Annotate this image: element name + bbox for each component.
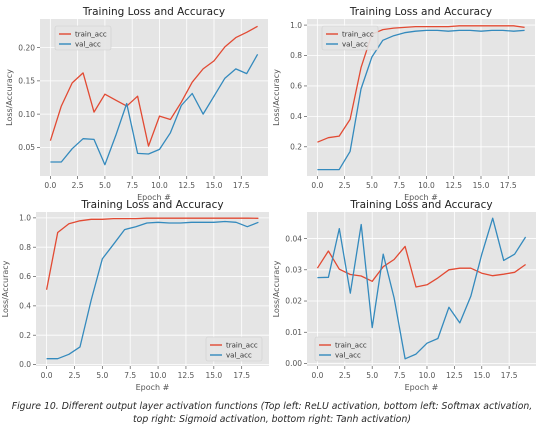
legend-label-train_acc: train_acc [342, 31, 374, 39]
series-line-val_acc [50, 53, 259, 166]
series-line-train_acc [317, 25, 525, 143]
y-tick-label: 1.0 [19, 214, 31, 223]
x-tick-label: 12.5 [445, 181, 462, 190]
x-tick-label: 10.0 [419, 371, 436, 380]
y-tick-label: 0.15 [18, 77, 35, 86]
series-line-val_acc [317, 217, 527, 360]
x-tick-label: 5.0 [366, 181, 378, 190]
y-tick-label: 0.03 [285, 265, 302, 274]
x-tick-label: 5.0 [366, 371, 378, 380]
legend: train_acc val_acc [321, 25, 379, 51]
y-tick-label: 0.6 [290, 82, 302, 91]
chart-panel-3: 0.0 2.5 5.0 7.5 10.0 12.5 15.0 17.5 0.0 0.2 0.4 0.6… [1, 199, 269, 392]
x-tick-label: 7.5 [124, 371, 136, 380]
y-tick-label: 0.4 [19, 302, 31, 311]
y-tick-label: 0.4 [290, 112, 302, 121]
legend-label-val_acc: val_acc [342, 41, 368, 49]
x-tick-label: 12.5 [178, 371, 195, 380]
x-tick-label: 12.5 [446, 371, 463, 380]
x-tick-label: 15.0 [206, 181, 223, 190]
x-tick-label: 15.0 [205, 371, 222, 380]
y-tick-label: 0.2 [19, 331, 31, 340]
x-tick-label: 0.0 [41, 371, 53, 380]
series-line-val_acc [46, 220, 259, 360]
y-tick-label: 0.8 [19, 243, 31, 252]
y-tick-label: 0.00 [285, 359, 302, 368]
series-line-train_acc [49, 25, 258, 147]
y-axis-label: Loss/Accuracy [1, 260, 10, 317]
legend-label-val_acc: val_acc [226, 352, 252, 360]
y-tick-label: 0.04 [285, 234, 302, 243]
y-tick-label: 0.02 [285, 297, 302, 306]
x-tick-label: 10.0 [151, 181, 168, 190]
x-tick-label: 12.5 [178, 181, 195, 190]
y-tick-label: 0.05 [18, 143, 35, 152]
y-tick-label: 0.2 [290, 142, 302, 151]
x-tick-label: 17.5 [233, 371, 250, 380]
x-tick-label: 5.0 [99, 181, 111, 190]
x-tick-label: 10.0 [150, 371, 167, 380]
chart-panel-1: 0.0 2.5 5.0 7.5 10.0 12.5 15.0 17.5 0.05 0.10 0.15… [5, 6, 268, 202]
x-tick-label: 7.5 [126, 181, 138, 190]
y-tick-label: 0.6 [19, 272, 31, 281]
legend-label-train_acc: train_acc [335, 342, 367, 350]
y-tick-label: 0.20 [18, 43, 35, 52]
legend-label-train_acc: train_acc [75, 31, 107, 39]
y-axis-label: Loss/Accuracy [272, 69, 281, 126]
x-tick-label: 17.5 [501, 371, 518, 380]
figure-grid: 0.0 2.5 5.0 7.5 10.0 12.5 15.0 17.5 0.05 0.10 0.15… [1, 6, 536, 392]
x-axis-label: Epoch # [404, 193, 438, 202]
y-axis-label: Loss/Accuracy [272, 260, 281, 317]
x-tick-label: 2.5 [339, 181, 351, 190]
y-axis-label: Loss/Accuracy [5, 69, 14, 126]
x-tick-label: 5.0 [96, 371, 108, 380]
series-line-train_acc [316, 245, 526, 288]
x-tick-label: 2.5 [68, 371, 80, 380]
x-tick-label: 0.0 [311, 371, 323, 380]
figure-caption: Figure 10. Different output layer activa… [11, 401, 533, 425]
x-tick-label: 2.5 [339, 371, 351, 380]
series-line-train_acc [45, 217, 259, 290]
x-axis-label: Epoch # [137, 193, 171, 202]
chart-panel-4: 0.0 2.5 5.0 7.5 10.0 12.5 15.0 17.5 0.00 0.01 0.02… [272, 199, 536, 392]
legend-label-train_acc: train_acc [226, 342, 258, 350]
chart-title: Training Loss and Accuracy [82, 6, 225, 18]
legend: train_acc val_acc [314, 336, 372, 362]
x-tick-label: 15.0 [473, 371, 490, 380]
x-tick-label: 2.5 [72, 181, 84, 190]
legend-label-val_acc: val_acc [75, 41, 101, 49]
x-tick-label: 17.5 [233, 181, 250, 190]
y-tick-label: 1.0 [290, 21, 302, 30]
legend: train_acc val_acc [54, 25, 112, 51]
y-tick-label: 0.8 [290, 51, 302, 60]
chart-title: Training Loss and Accuracy [80, 199, 223, 211]
x-tick-label: 7.5 [394, 371, 406, 380]
x-tick-label: 15.0 [473, 181, 490, 190]
x-tick-label: 17.5 [500, 181, 517, 190]
x-tick-label: 0.0 [311, 181, 323, 190]
chart-panel-2: 0.0 2.5 5.0 7.5 10.0 12.5 15.0 17.5 0.2 0.4 0.6 0.8… [272, 6, 535, 202]
x-axis-label: Epoch # [405, 383, 439, 392]
legend: train_acc val_acc [205, 336, 263, 362]
y-tick-label: 0.0 [19, 360, 31, 369]
legend-label-val_acc: val_acc [335, 352, 361, 360]
series-line-val_acc [317, 29, 525, 171]
x-tick-label: 7.5 [393, 181, 405, 190]
chart-title: Training Loss and Accuracy [349, 199, 492, 211]
x-axis-label: Epoch # [136, 383, 170, 392]
x-tick-label: 0.0 [44, 181, 56, 190]
x-tick-label: 10.0 [418, 181, 435, 190]
chart-title: Training Loss and Accuracy [349, 6, 492, 18]
y-tick-label: 0.01 [285, 328, 302, 337]
y-tick-label: 0.10 [18, 110, 35, 119]
